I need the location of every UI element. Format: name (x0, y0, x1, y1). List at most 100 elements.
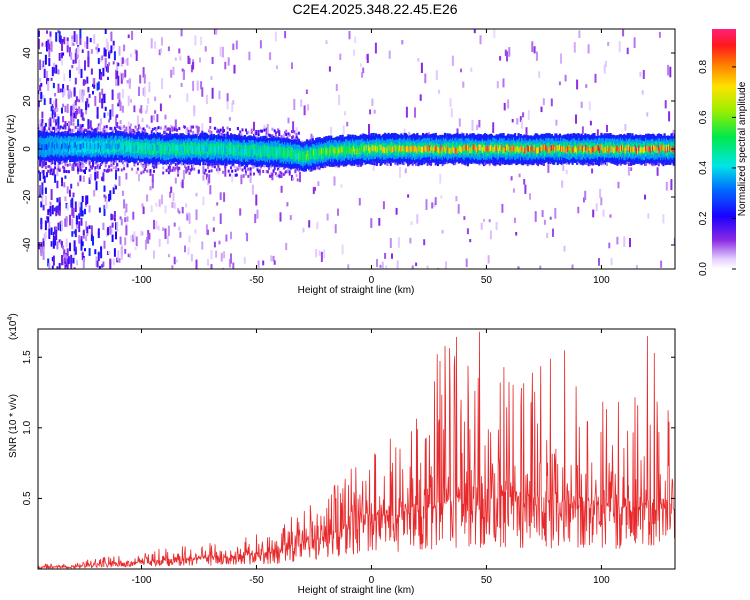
heat-cell (57, 167, 60, 171)
heat-cell (109, 109, 112, 120)
heat-cell (89, 143, 92, 149)
heat-cell (211, 146, 214, 153)
heat-cell (287, 166, 290, 170)
heat-cell (79, 38, 82, 45)
heat-cell (192, 81, 195, 91)
heat-cell (273, 129, 276, 133)
heat-cell (531, 41, 534, 52)
heat-cell (46, 30, 48, 34)
heat-cell (226, 101, 229, 110)
heat-cell (207, 229, 209, 235)
heat-cell (61, 58, 63, 66)
heat-cell (139, 74, 142, 84)
heat-cell (163, 131, 166, 134)
heat-cell (96, 143, 99, 150)
heat-cell (64, 257, 67, 265)
heat-cell (190, 167, 193, 171)
heat-cell (43, 69, 46, 78)
heat-cell (48, 142, 51, 148)
heat-cell (72, 42, 75, 46)
heat-cell (273, 148, 276, 155)
heat-cell (185, 127, 188, 138)
heat-cell (81, 112, 84, 121)
heat-cell (67, 128, 70, 132)
heat-cell (389, 238, 392, 248)
heat-cell (132, 234, 135, 242)
heat-cell (317, 181, 320, 186)
heat-cell (156, 114, 159, 123)
heat-cell (534, 147, 537, 154)
heat-cell (353, 49, 356, 57)
heat-cell (154, 41, 157, 49)
heat-cell (44, 195, 47, 206)
heat-cell (84, 248, 86, 252)
heat-cell (77, 127, 80, 131)
heat-cell (50, 227, 53, 235)
heat-cell (241, 149, 244, 155)
heat-cell (57, 205, 60, 215)
heat-cell (153, 114, 155, 121)
heat-cell (356, 163, 359, 167)
heat-cell (78, 59, 81, 69)
heat-cell (305, 89, 308, 94)
heat-cell (240, 133, 243, 137)
heat-cell (105, 66, 108, 72)
heat-cell (49, 117, 52, 127)
heat-cell (88, 93, 91, 98)
heat-cell (50, 41, 53, 52)
heat-cell (112, 162, 115, 165)
heat-cell (120, 218, 123, 226)
heat-cell (189, 125, 192, 132)
heat-cell (95, 181, 98, 191)
heat-cell (93, 128, 96, 132)
heat-cell (167, 46, 170, 52)
heat-cell (115, 170, 117, 174)
heat-cell (110, 163, 113, 167)
heat-cell (121, 142, 125, 149)
heat-cell (442, 145, 445, 152)
heat-cell (57, 30, 60, 34)
heat-cell (77, 168, 80, 172)
heat-cell (56, 266, 59, 269)
heat-cell (433, 202, 436, 208)
heat-cell (115, 169, 117, 180)
heat-cell (194, 229, 197, 234)
heat-cell (285, 129, 288, 133)
heat-cell (216, 168, 219, 172)
heat-cell (199, 162, 201, 166)
heat-cell (394, 161, 397, 165)
heat-cell (216, 129, 219, 133)
heat-cell (119, 72, 122, 76)
heat-cell (518, 141, 521, 154)
heat-cell (39, 185, 42, 195)
heat-cell (470, 147, 473, 154)
heat-cell (403, 161, 406, 165)
heat-cell (185, 167, 188, 174)
heat-cell (71, 207, 74, 216)
heat-cell (61, 42, 63, 51)
heat-cell (42, 204, 45, 211)
heat-cell (116, 257, 119, 263)
heat-cell (103, 47, 106, 57)
heat-cell (51, 126, 54, 130)
heat-cell (248, 147, 251, 154)
heat-cell (66, 258, 69, 269)
heat-cell (38, 38, 40, 50)
heat-cell (95, 160, 98, 164)
heat-cell (82, 158, 85, 162)
heat-cell (362, 146, 365, 153)
heat-cell (376, 259, 378, 268)
heat-cell (361, 72, 364, 78)
heat-cell (330, 126, 333, 135)
heat-cell (54, 174, 57, 183)
heat-cell (102, 261, 105, 267)
heat-cell (265, 170, 268, 173)
heat-cell (103, 205, 106, 216)
heat-cell (232, 262, 235, 269)
heat-cell (222, 126, 224, 133)
heat-cell (119, 120, 122, 125)
heat-cell (167, 166, 170, 170)
heat-cell (166, 235, 169, 245)
heat-cell (71, 163, 74, 167)
